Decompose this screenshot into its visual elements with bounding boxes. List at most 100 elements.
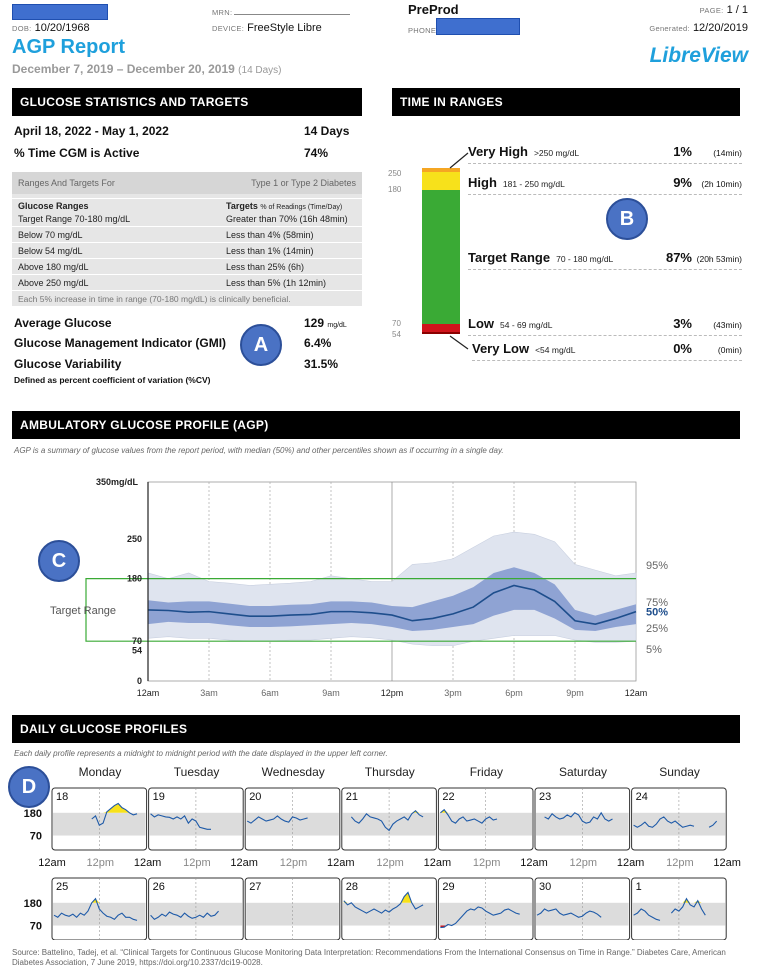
daily-x-label: 12am (38, 857, 66, 869)
report-date-range: December 7, 2019 – December 20, 2019 (14… (12, 62, 282, 76)
daily-high-fill (351, 810, 424, 813)
variability-note: Defined as percent coefficient of variat… (14, 375, 211, 385)
daily-x-label: 12am (327, 857, 355, 869)
tir-row-very-low: Very Low <54 mg/dL 0% (0min) (472, 341, 742, 361)
date-range-text: December 7, 2019 – December 20, 2019 (12, 62, 235, 76)
daily-date-label: 20 (249, 791, 261, 803)
daily-x-label: 12am (520, 857, 548, 869)
avg-glucose-value-wrap: 129 mg/dL (304, 316, 347, 330)
daily-glucose-line (53, 897, 138, 921)
dob-value: 10/20/1968 (34, 22, 90, 34)
tir-target (422, 190, 460, 324)
daily-x-label: 12pm (280, 857, 308, 869)
agp-x-tick-label: 9am (322, 688, 340, 698)
time-in-ranges-title: TIME IN RANGES (392, 88, 740, 116)
daily-high-fill (91, 803, 138, 813)
daily-y-label: 70 (30, 921, 42, 933)
period-days: 14 Days (304, 124, 350, 138)
tir-pct: 3% (673, 316, 692, 331)
daily-glucose-line (536, 908, 602, 918)
daily-note: Each daily profile represents a midnight… (14, 749, 388, 758)
daily-glucose-line (150, 910, 219, 921)
marker-a: A (240, 324, 282, 366)
daily-glucose-line (633, 908, 661, 921)
tir-label: High (468, 175, 497, 190)
daily-glucose-line (150, 813, 211, 830)
tir-very-low (422, 332, 460, 334)
day-name: Thursday (364, 765, 415, 779)
agp-x-tick-label: 12pm (381, 688, 404, 698)
tir-pct: 87% (665, 250, 692, 265)
tir-time: (43min) (713, 320, 742, 330)
daily-high-fill (343, 892, 424, 903)
range-row: Target Range 70-180 mg/dL Greater than 7… (12, 212, 362, 226)
daily-glucose-line (544, 811, 613, 824)
page-label: PAGE: (699, 6, 724, 15)
marker-d: D (8, 766, 50, 808)
tir-label: Low (468, 316, 494, 331)
day-name: Saturday (558, 765, 608, 779)
tir-range: 181 - 250 mg/dL (502, 179, 565, 189)
glucose-stats-title: GLUCOSE STATISTICS AND TARGETS (12, 88, 362, 116)
daily-date-label: 21 (346, 791, 358, 803)
daily-date-label: 24 (636, 791, 648, 803)
agp-target-bracket (85, 578, 128, 642)
phone-label: PHONE: (408, 26, 439, 35)
generated-label: Generated: (649, 24, 690, 33)
variability-row: Glucose Variability 31.5% (14, 357, 360, 371)
agp-percentile-labels: 95% 75%50% 25% 5% (646, 560, 668, 656)
range-target: Less than 4% (58min) (226, 230, 314, 240)
col-targets-label: Targets (226, 201, 258, 211)
page-value: 1 / 1 (726, 4, 748, 16)
range-target: Less than 25% (6h) (226, 262, 305, 272)
dob-field: DOB: 10/20/1968 (12, 22, 90, 34)
daily-y-label: 70 (30, 831, 42, 843)
tir-range: 54 - 69 mg/dL (500, 320, 553, 330)
daily-x-label: 12am (617, 857, 645, 869)
range-row: Below 54 mg/dL Less than 1% (14min) (12, 242, 362, 258)
agp-percentile-label: 95% (646, 560, 668, 572)
agp-x-tick-label: 6am (261, 688, 279, 698)
day-name: Tuesday (173, 765, 220, 779)
agp-percentile-label: 50% (646, 607, 668, 619)
patient-name: PreProd (408, 2, 459, 17)
page-field: PAGE: 1 / 1 (700, 4, 748, 16)
tir-axis-label: 180 (388, 185, 402, 194)
device-value: FreeStyle Libre (247, 22, 322, 34)
period-text: April 18, 2022 - May 1, 2022 (14, 124, 169, 138)
range-label: Below 54 mg/dL (18, 246, 83, 256)
libreview-logo: LibreView (649, 44, 748, 67)
daily-x-label: 12pm (473, 857, 501, 869)
range-row: Above 180 mg/dL Less than 25% (6h) (12, 258, 362, 274)
daily-date-label: 27 (249, 881, 261, 893)
agp-x-tick-label: 3am (200, 688, 218, 698)
marker-c: C (38, 540, 80, 582)
daily-glucose-line (350, 809, 424, 832)
patient-name-redacted (12, 4, 108, 20)
range-label: Below 70 mg/dL (18, 230, 83, 240)
avg-glucose-label: Average Glucose (14, 316, 112, 330)
agp-y-tick-label: 180 (127, 574, 142, 584)
mrn-line (234, 14, 350, 15)
col-targets: Targets % of Readings (Time/Day) (226, 199, 356, 212)
ranges-header-label: Ranges And Targets For (18, 178, 115, 188)
ranges-footnote-text: Each 5% increase in time in range (70-18… (18, 294, 291, 304)
ranges-table: Ranges And Targets For Type 1 or Type 2 … (12, 172, 362, 306)
range-row: Below 70 mg/dL Less than 4% (58min) (12, 226, 362, 242)
gmi-value: 6.4% (304, 336, 332, 350)
tir-time: (2h 10min) (701, 179, 742, 189)
range-row: Above 250 mg/dL Less than 5% (1h 12min) (12, 274, 362, 290)
tir-label: Very High (468, 144, 528, 159)
generated-field: Generated: 12/20/2019 (649, 22, 748, 34)
daily-glucose-line (670, 897, 706, 916)
range-target: Less than 5% (1h 12min) (226, 278, 327, 288)
agp-percentile-label: 25% (646, 623, 668, 635)
agp-percentile-label: 5% (646, 644, 662, 656)
range-target: Less than 1% (14min) (226, 246, 314, 256)
footer-source: Source: Battelino, Tadej, et al. “Clinic… (12, 948, 726, 967)
tir-connector (449, 335, 469, 350)
tir-axis-label: 70 (392, 319, 401, 328)
tir-row-high: High 181 - 250 mg/dL 9% (2h 10min) (468, 175, 742, 195)
ranges-footnote: Each 5% increase in time in range (70-18… (12, 290, 362, 306)
